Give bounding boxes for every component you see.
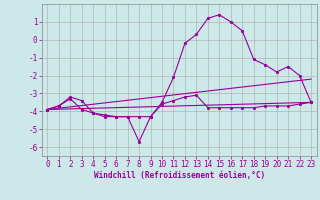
X-axis label: Windchill (Refroidissement éolien,°C): Windchill (Refroidissement éolien,°C) xyxy=(94,171,265,180)
